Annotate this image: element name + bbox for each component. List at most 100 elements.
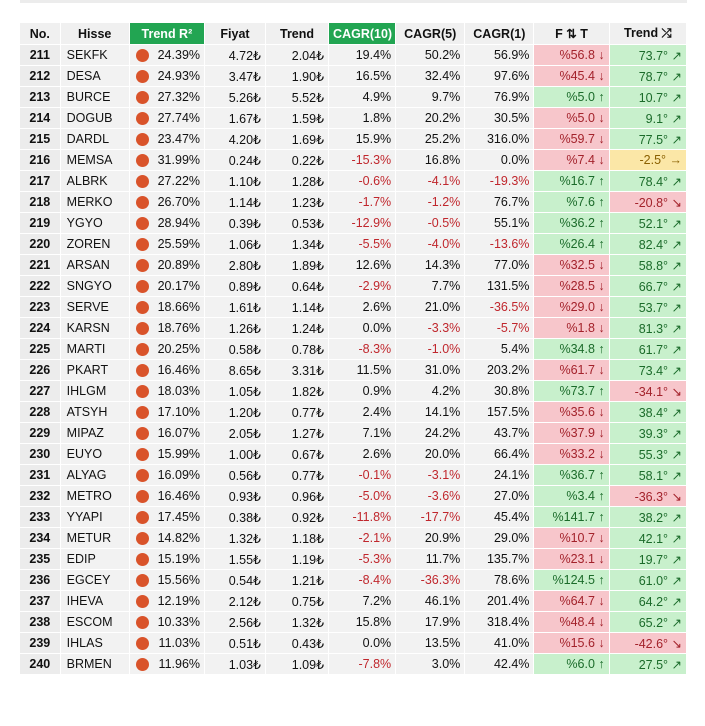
table-row[interactable]: 228 ATSYH 17.10% 1.20₺ 0.77₺ 2.4% 14.1% 157.5%%… bbox=[19, 401, 688, 423]
price-value: 0.39₺ bbox=[204, 212, 267, 234]
row-number: 221 bbox=[19, 254, 61, 276]
trend-r2-cell: 17.10% bbox=[128, 401, 206, 423]
stock-symbol: MEMSA bbox=[59, 149, 130, 171]
stock-symbol: ESCOM bbox=[59, 611, 130, 633]
trend-r2-cell: 16.09% bbox=[128, 464, 206, 486]
table-row[interactable]: 218 MERKO 26.70% 1.14₺ 1.23₺ -1.7% -1.2% 76.7%%… bbox=[19, 191, 688, 213]
table-row[interactable]: 238 ESCOM 10.33% 2.56₺ 1.32₺ 15.8% 17.9% 318.4%… bbox=[19, 611, 688, 633]
col-header-trend-angle[interactable]: Trend ⤮ bbox=[608, 22, 688, 45]
table-row[interactable]: 215 DARDL 23.47% 4.20₺ 1.69₺ 15.9% 25.2% 316.0%… bbox=[19, 128, 688, 150]
trend-price-value: 0.78₺ bbox=[265, 338, 330, 360]
table-row[interactable]: 239 IHLAS 11.03% 0.51₺ 0.43₺ 0.0% 13.5% 41.0% %1… bbox=[19, 632, 688, 654]
col-header-no[interactable]: No. bbox=[19, 22, 61, 45]
col-header-cagr10[interactable]: CAGR(10) bbox=[328, 22, 397, 45]
table-row[interactable]: 222 SNGYO 20.17% 0.89₺ 0.64₺ -2.9% 7.7% 131.5%%… bbox=[19, 275, 688, 297]
trend-r2-value: 18.66% bbox=[157, 300, 201, 314]
cagr-c10-value: 11.5% bbox=[328, 359, 397, 381]
table-row[interactable]: 219 YGYO 28.94% 0.39₺ 0.53₺ -12.9% -0.5% 55.1%%… bbox=[19, 212, 688, 234]
f-vs-t-badge: %61.7 ↓ bbox=[533, 359, 610, 381]
trend-r2-cell: 20.25% bbox=[128, 338, 206, 360]
col-header-f-vs-t[interactable]: F ⇅ T bbox=[533, 22, 610, 45]
table-row[interactable]: 227 IHLGM 18.03% 1.05₺ 1.82₺ 0.9% 4.2% 30.8% %73… bbox=[19, 380, 688, 402]
col-header-trend[interactable]: Trend bbox=[265, 22, 330, 45]
trend-r2-cell: 27.74% bbox=[128, 107, 206, 129]
table-row[interactable]: 214 DOGUB 27.74% 1.67₺ 1.59₺ 1.8% 20.2% 30.5% %5… bbox=[19, 107, 688, 129]
table-row[interactable]: 237 IHEVA 12.19% 2.12₺ 0.75₺ 7.2% 46.1% 201.4%%… bbox=[19, 590, 688, 612]
table-row[interactable]: 232 METRO 16.46% 0.93₺ 0.96₺ -5.0% -3.6% 27.0%%… bbox=[19, 485, 688, 507]
trend-r2-cell: 25.59% bbox=[128, 233, 206, 255]
f-vs-t-badge: %6.0 ↑ bbox=[533, 653, 610, 675]
cagr-c1-value: 316.0% bbox=[464, 128, 535, 150]
f-vs-t-badge: %32.5 ↓ bbox=[533, 254, 610, 276]
table-row[interactable]: 223 SERVE 18.66% 1.61₺ 1.14₺ 2.6% 21.0% -36.5%%… bbox=[19, 296, 688, 318]
table-row[interactable]: 225 MARTI 20.25% 0.58₺ 0.78₺ -8.3% -1.0% 5.4% %3… bbox=[19, 338, 688, 360]
top-divider bbox=[20, 0, 687, 3]
row-number: 229 bbox=[19, 422, 61, 444]
table-row[interactable]: 231 ALYAG 16.09% 0.56₺ 0.77₺ -0.1% -3.1% 24.1%%… bbox=[19, 464, 688, 486]
table-row[interactable]: 221 ARSAN 20.89% 2.80₺ 1.89₺ 12.6% 14.3% 77.0%%… bbox=[19, 254, 688, 276]
trend-price-value: 1.90₺ bbox=[265, 65, 330, 87]
trend-price-value: 1.09₺ bbox=[265, 653, 330, 675]
table-row[interactable]: 212 DESA 24.93% 3.47₺ 1.90₺ 16.5% 32.4% 97.6% %4… bbox=[19, 65, 688, 87]
table-row[interactable]: 230 EUYO 15.99% 1.00₺ 0.67₺ 2.6% 20.0% 66.4% %33… bbox=[19, 443, 688, 465]
table-row[interactable]: 235 EDIP 15.19% 1.55₺ 1.19₺ -5.3% 11.7% 135.7%%… bbox=[19, 548, 688, 570]
cagr-c10-value: 4.9% bbox=[328, 86, 397, 108]
price-value: 4.20₺ bbox=[204, 128, 267, 150]
row-number: 234 bbox=[19, 527, 61, 549]
table-row[interactable]: 226 PKART 16.46% 8.65₺ 3.31₺ 11.5% 31.0% 203.2%… bbox=[19, 359, 688, 381]
f-vs-t-badge: %64.7 ↓ bbox=[533, 590, 610, 612]
cagr-c1-value: 42.4% bbox=[464, 653, 535, 675]
col-header-cagr5[interactable]: CAGR(5) bbox=[395, 22, 466, 45]
cagr-c5-value: -17.7% bbox=[395, 506, 466, 528]
trend-r2-cell: 15.56% bbox=[128, 569, 206, 591]
table-row[interactable]: 240 BRMEN 11.96% 1.03₺ 1.09₺ -7.8% 3.0% 42.4% %6… bbox=[19, 653, 688, 675]
cagr-c1-value: 201.4% bbox=[464, 590, 535, 612]
trend-r2-cell: 17.45% bbox=[128, 506, 206, 528]
col-header-fiyat[interactable]: Fiyat bbox=[204, 22, 267, 45]
status-dot-icon bbox=[135, 511, 149, 524]
table-row[interactable]: 229 MIPAZ 16.07% 2.05₺ 1.27₺ 7.1% 24.2% 43.7% %3… bbox=[19, 422, 688, 444]
price-value: 0.56₺ bbox=[204, 464, 267, 486]
trend-price-value: 1.14₺ bbox=[265, 296, 330, 318]
table-row[interactable]: 216 MEMSA 31.99% 0.24₺ 0.22₺ -15.3% 16.8% 0.0%%… bbox=[19, 149, 688, 171]
cagr-c10-value: 0.0% bbox=[328, 317, 397, 339]
cagr-c10-value: -0.1% bbox=[328, 464, 397, 486]
price-value: 1.26₺ bbox=[204, 317, 267, 339]
status-dot-icon bbox=[135, 616, 149, 629]
col-header-trend-r2[interactable]: Trend R² bbox=[128, 22, 206, 45]
table-row[interactable]: 220 ZOREN 25.59% 1.06₺ 1.34₺ -5.5% -4.0% -13.6%… bbox=[19, 233, 688, 255]
cagr-c10-value: 16.5% bbox=[328, 65, 397, 87]
table-row[interactable]: 217 ALBRK 27.22% 1.10₺ 1.28₺ -0.6% -4.1% -19.3%… bbox=[19, 170, 688, 192]
trend-r2-cell: 16.46% bbox=[128, 485, 206, 507]
col-header-hisse[interactable]: Hisse bbox=[59, 22, 130, 45]
f-vs-t-badge: %1.8 ↓ bbox=[533, 317, 610, 339]
price-value: 1.20₺ bbox=[204, 401, 267, 423]
trend-angle-badge: 73.4° ↗ bbox=[608, 359, 688, 381]
trend-angle-badge: 55.3° ↗ bbox=[608, 443, 688, 465]
status-dot-icon bbox=[135, 196, 149, 209]
trend-price-value: 0.22₺ bbox=[265, 149, 330, 171]
status-dot-icon bbox=[135, 112, 149, 125]
trend-r2-value: 15.56% bbox=[157, 573, 201, 587]
table-row[interactable]: 233 YYAPI 17.45% 0.38₺ 0.92₺ -11.8% -17.7% 45.4… bbox=[19, 506, 688, 528]
table-row[interactable]: 211 SEKFK 24.39% 4.72₺ 2.04₺ 19.4% 50.2% 56.9%%… bbox=[19, 44, 688, 66]
cagr-c10-value: -5.5% bbox=[328, 233, 397, 255]
stock-symbol: DESA bbox=[59, 65, 130, 87]
trend-r2-cell: 26.70% bbox=[128, 191, 206, 213]
f-vs-t-badge: %16.7 ↑ bbox=[533, 170, 610, 192]
trend-angle-badge: 10.7° ↗ bbox=[608, 86, 688, 108]
col-header-cagr1[interactable]: CAGR(1) bbox=[464, 22, 535, 45]
cagr-c1-value: 30.5% bbox=[464, 107, 535, 129]
trend-price-value: 1.27₺ bbox=[265, 422, 330, 444]
table-row[interactable]: 236 EGCEY 15.56% 0.54₺ 1.21₺ -8.4% -36.3% 78.6%… bbox=[19, 569, 688, 591]
row-number: 216 bbox=[19, 149, 61, 171]
trend-price-value: 0.53₺ bbox=[265, 212, 330, 234]
table-row[interactable]: 213 BURCE 27.32% 5.26₺ 5.52₺ 4.9% 9.7% 76.9% %5.… bbox=[19, 86, 688, 108]
status-dot-icon bbox=[135, 154, 149, 167]
f-vs-t-badge: %5.0 ↑ bbox=[533, 86, 610, 108]
table-row[interactable]: 234 METUR 14.82% 1.32₺ 1.18₺ -2.1% 20.9% 29.0%%… bbox=[19, 527, 688, 549]
table-row[interactable]: 224 KARSN 18.76% 1.26₺ 1.24₺ 0.0% -3.3% -5.7% %1… bbox=[19, 317, 688, 339]
price-value: 0.51₺ bbox=[204, 632, 267, 654]
trend-angle-badge: 9.1° ↗ bbox=[608, 107, 688, 129]
trend-price-value: 1.23₺ bbox=[265, 191, 330, 213]
